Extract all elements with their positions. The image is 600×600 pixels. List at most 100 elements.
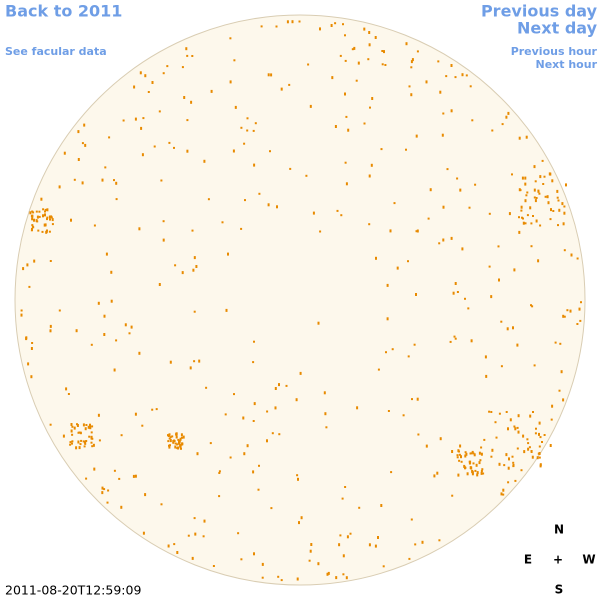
facula <box>557 224 559 227</box>
facula <box>518 230 521 234</box>
facula <box>98 439 101 442</box>
next-day-link[interactable]: Next day <box>517 19 598 38</box>
facula <box>483 438 486 441</box>
facula <box>557 199 560 202</box>
facula <box>411 398 413 401</box>
facula <box>186 54 189 57</box>
facula <box>520 205 523 209</box>
facula <box>393 202 396 205</box>
facula <box>45 230 48 233</box>
facula <box>374 36 377 39</box>
facula <box>530 245 533 248</box>
facula <box>93 224 96 227</box>
facula <box>456 291 459 293</box>
facula <box>513 268 516 272</box>
facula <box>442 112 445 115</box>
facula <box>445 75 448 78</box>
facula <box>31 217 34 221</box>
facula <box>298 20 301 23</box>
previous-hour-link[interactable]: Previous hour <box>511 45 598 58</box>
facula <box>488 212 491 215</box>
facula <box>71 425 74 428</box>
facula <box>580 301 582 304</box>
facula <box>407 355 410 358</box>
facula <box>535 197 538 199</box>
facula <box>162 238 165 242</box>
facula <box>345 115 348 118</box>
facula <box>501 123 504 126</box>
facula <box>439 437 442 441</box>
facula <box>563 315 566 318</box>
facula <box>85 424 88 426</box>
facula <box>155 408 158 411</box>
facula <box>459 444 462 448</box>
facula <box>338 543 341 547</box>
facula <box>383 50 385 54</box>
facula <box>187 534 190 537</box>
facula <box>193 517 196 520</box>
facula <box>468 206 471 209</box>
facula <box>252 420 255 422</box>
facula <box>538 445 541 448</box>
facula <box>309 104 312 108</box>
facula <box>237 532 240 535</box>
facula <box>276 205 278 209</box>
facula <box>44 210 46 213</box>
facula <box>101 486 104 490</box>
facula <box>408 85 411 88</box>
facula <box>224 413 227 416</box>
facula <box>35 210 38 213</box>
compass-north: N <box>554 523 564 537</box>
facula <box>319 27 321 31</box>
facula <box>138 227 141 231</box>
facula <box>405 148 407 151</box>
facula <box>192 268 195 272</box>
facula <box>453 335 456 338</box>
facula <box>58 185 61 189</box>
facula <box>470 466 473 470</box>
facula <box>494 421 497 424</box>
facula <box>384 64 387 66</box>
facula <box>142 117 145 120</box>
previous-day-link[interactable]: Previous day <box>481 2 598 21</box>
facula <box>500 365 503 368</box>
facular-link[interactable]: See facular data <box>5 45 107 58</box>
facula <box>561 202 564 206</box>
next-hour-link[interactable]: Next hour <box>536 58 598 71</box>
facula <box>83 123 86 127</box>
facula <box>334 22 337 25</box>
facula <box>82 423 85 427</box>
facula <box>289 167 292 170</box>
facula <box>26 263 29 267</box>
facula <box>168 141 171 144</box>
facula <box>326 572 329 576</box>
back-link[interactable]: Back to 2011 <box>5 2 122 21</box>
facula <box>323 391 326 395</box>
facula <box>30 215 33 217</box>
facula <box>139 71 142 75</box>
facula <box>368 31 371 34</box>
facula <box>472 452 475 455</box>
facula <box>130 325 133 329</box>
facula <box>514 427 517 431</box>
facula <box>63 151 66 155</box>
facula <box>532 215 534 217</box>
facula <box>578 307 581 311</box>
facula <box>291 20 294 24</box>
facula <box>185 47 188 51</box>
facula <box>550 208 552 212</box>
facula <box>147 91 150 93</box>
facula <box>349 532 352 535</box>
facula <box>531 455 534 459</box>
facula <box>280 87 283 91</box>
facula <box>507 481 510 484</box>
facula <box>325 426 328 429</box>
facula <box>475 463 478 467</box>
facula <box>563 249 566 252</box>
facula <box>451 494 454 497</box>
facula <box>505 411 508 413</box>
facula <box>442 238 445 242</box>
facula <box>543 175 546 178</box>
facula <box>538 432 540 436</box>
facula <box>416 397 419 401</box>
